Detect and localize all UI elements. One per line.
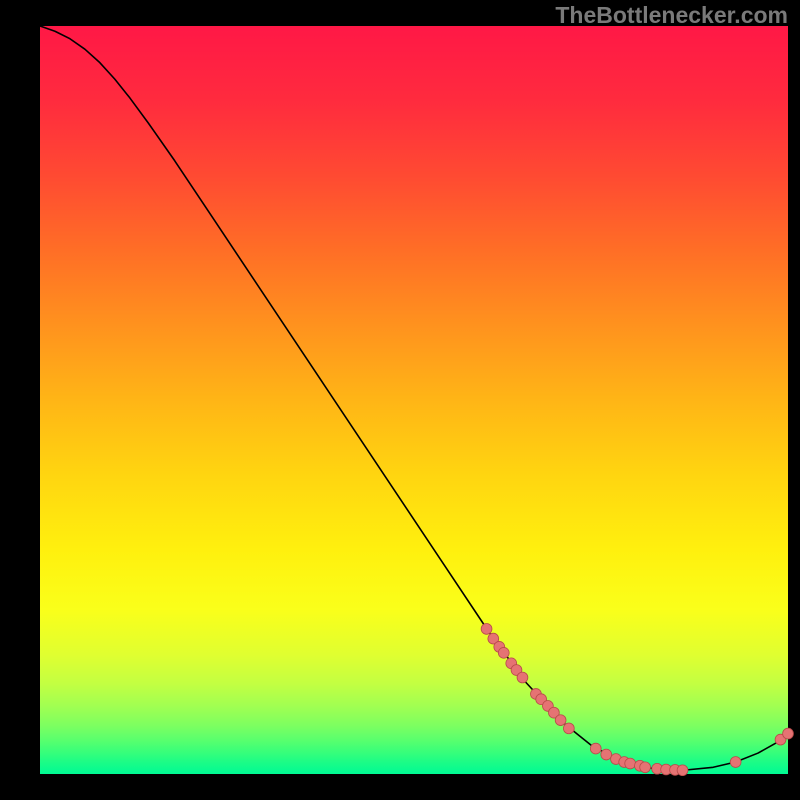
data-markers (481, 623, 793, 775)
plot-area (40, 26, 788, 774)
data-marker (730, 757, 741, 768)
data-marker (590, 743, 601, 754)
chart-container: TheBottlenecker.com (0, 0, 800, 800)
data-marker (783, 728, 794, 739)
data-marker (563, 723, 574, 734)
data-marker (601, 749, 612, 760)
watermark-text: TheBottlenecker.com (555, 2, 788, 29)
bottleneck-curve (40, 26, 788, 770)
data-marker (498, 647, 509, 658)
data-marker (677, 765, 688, 776)
curve-layer (40, 26, 788, 774)
data-marker (555, 715, 566, 726)
data-marker (481, 623, 492, 634)
data-marker (640, 762, 651, 773)
data-marker (625, 758, 636, 769)
data-marker (517, 672, 528, 683)
